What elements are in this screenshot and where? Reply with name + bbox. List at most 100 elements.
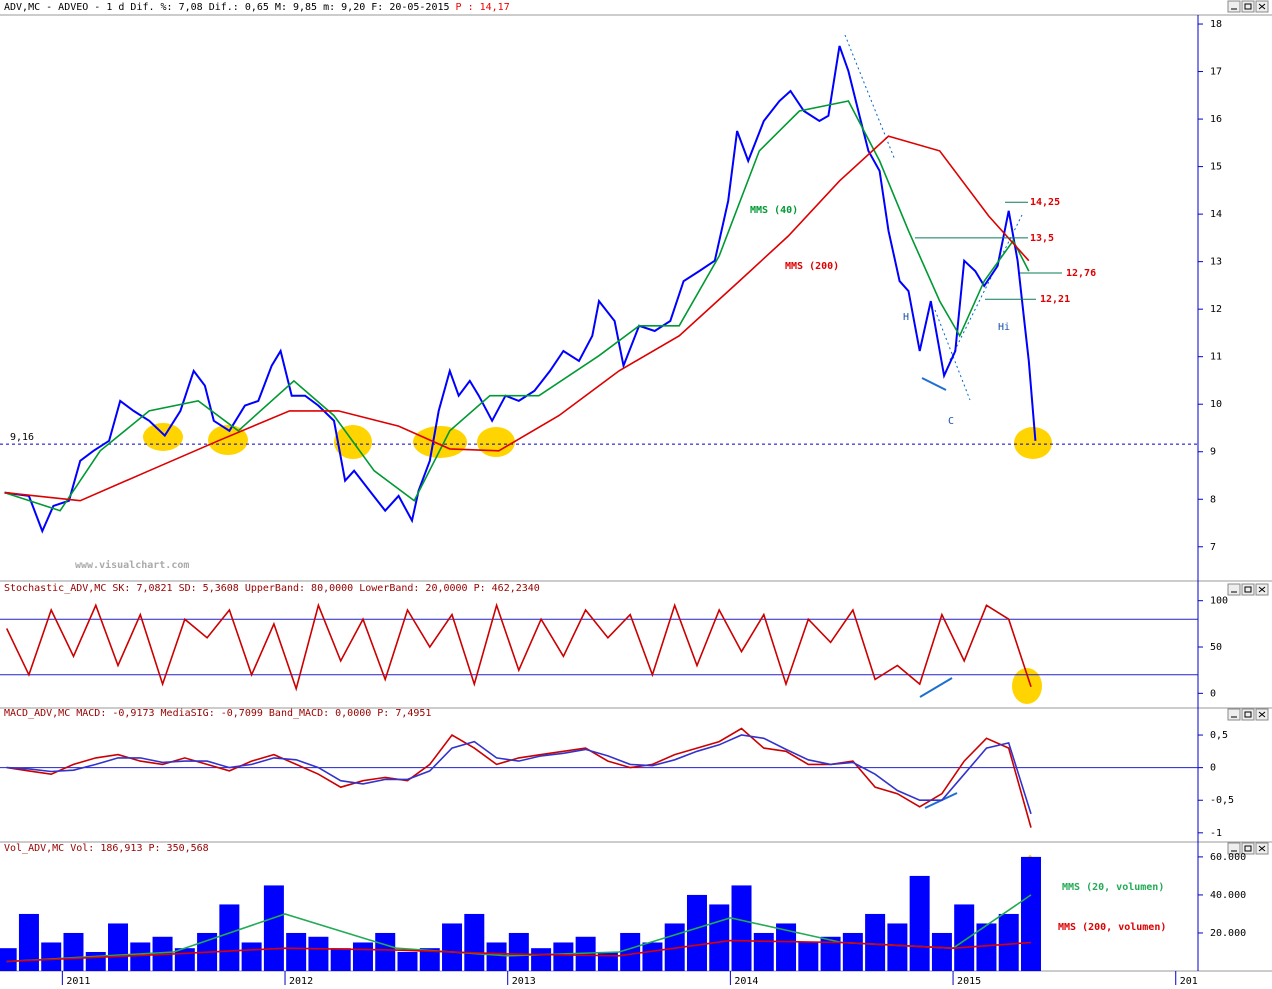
volume-bar bbox=[130, 942, 151, 971]
volume-bar bbox=[419, 948, 440, 971]
highlight bbox=[143, 423, 183, 451]
volume-bar bbox=[620, 932, 641, 971]
pattern-annotation: C bbox=[948, 416, 954, 427]
minimize-button[interactable] bbox=[1227, 842, 1241, 855]
panel-controls[interactable] bbox=[1227, 842, 1269, 855]
volume-bar bbox=[553, 942, 574, 971]
series-line bbox=[6, 939, 1032, 963]
maximize-button[interactable] bbox=[1241, 842, 1255, 855]
series-line bbox=[6, 727, 1032, 828]
volume-bar bbox=[998, 913, 1019, 971]
chart-title: ADV,MC - ADVEO - 1 d Dif. %: 7,08 Dif.: … bbox=[4, 2, 450, 13]
maximize-button[interactable] bbox=[1241, 0, 1255, 13]
y-tick-label: 20.000 bbox=[1210, 928, 1246, 939]
volume-bar bbox=[976, 923, 997, 971]
series-line bbox=[4, 45, 1037, 534]
panel-controls[interactable] bbox=[1227, 583, 1269, 596]
y-tick-label: 11 bbox=[1210, 352, 1222, 363]
volume-bar bbox=[597, 951, 618, 971]
x-tick-label: 2013 bbox=[512, 976, 536, 987]
icon bbox=[1258, 3, 1266, 10]
minimize-button[interactable] bbox=[1227, 583, 1241, 596]
icon bbox=[1258, 845, 1266, 852]
x-tick-label: 2014 bbox=[734, 976, 758, 987]
y-tick-label: -1 bbox=[1210, 828, 1222, 839]
y-tick-label: -0,5 bbox=[1210, 795, 1234, 806]
volume-bar bbox=[931, 932, 952, 971]
volume-bar bbox=[909, 875, 930, 971]
volume-bar bbox=[642, 942, 663, 971]
reference-label: 9,16 bbox=[10, 432, 34, 443]
y-tick-label: 17 bbox=[1210, 67, 1222, 78]
y-tick-label: 18 bbox=[1210, 19, 1222, 30]
y-tick-label: 16 bbox=[1210, 114, 1222, 125]
x-tick-label: 2011 bbox=[66, 976, 90, 987]
y-tick-label: 100 bbox=[1210, 596, 1228, 607]
volume-bar bbox=[709, 904, 730, 971]
volume-bar bbox=[865, 913, 886, 971]
minimize-button[interactable] bbox=[1227, 0, 1241, 13]
volume-bar bbox=[330, 948, 351, 971]
y-tick-label: 50 bbox=[1210, 642, 1222, 653]
volume-bar bbox=[308, 936, 329, 971]
panel-controls[interactable] bbox=[1227, 0, 1269, 13]
series-line bbox=[4, 135, 1030, 502]
y-tick-label: 60.000 bbox=[1210, 852, 1246, 863]
maximize-button[interactable] bbox=[1241, 708, 1255, 721]
indicator-header: Stochastic_ADV,MC SK: 7,0821 SD: 5,3608 … bbox=[4, 583, 540, 594]
volume-bar bbox=[397, 951, 418, 971]
level-label: 14,25 bbox=[1030, 197, 1060, 208]
trendline bbox=[921, 377, 947, 391]
icon bbox=[1244, 711, 1252, 718]
volume-bar bbox=[286, 932, 307, 971]
volume-bar bbox=[263, 885, 284, 971]
volume-bar bbox=[375, 932, 396, 971]
volume-bar bbox=[664, 923, 685, 971]
volume-bar bbox=[686, 894, 707, 971]
volume-bar bbox=[442, 923, 463, 971]
minimize-button[interactable] bbox=[1227, 708, 1241, 721]
level-label: 12,76 bbox=[1066, 268, 1096, 279]
highlight bbox=[477, 427, 515, 457]
volume-bar bbox=[0, 948, 17, 971]
volume-bar bbox=[731, 885, 752, 971]
y-tick-label: 40.000 bbox=[1210, 890, 1246, 901]
dotted-trendline bbox=[949, 214, 1023, 361]
chart-title-price: P : 14,17 bbox=[456, 2, 510, 13]
icon bbox=[1244, 586, 1252, 593]
volume-bar bbox=[531, 948, 552, 971]
dotted-trendline bbox=[934, 309, 971, 401]
panel-controls[interactable] bbox=[1227, 708, 1269, 721]
x-tick-label: 201 bbox=[1180, 976, 1198, 987]
y-tick-label: 14 bbox=[1210, 209, 1222, 220]
volume-bar bbox=[63, 932, 84, 971]
level-label: 12,21 bbox=[1040, 294, 1070, 305]
icon bbox=[1244, 3, 1252, 10]
highlight bbox=[413, 426, 467, 458]
y-tick-label: 0,5 bbox=[1210, 730, 1228, 741]
volume-bar bbox=[887, 923, 908, 971]
pattern-annotation: H bbox=[903, 312, 909, 323]
volume-bar bbox=[352, 942, 373, 971]
y-tick-label: 12 bbox=[1210, 304, 1222, 315]
y-tick-label: 10 bbox=[1210, 399, 1222, 410]
series-line bbox=[6, 734, 1032, 815]
window-buttons bbox=[1227, 0, 1269, 855]
highlight bbox=[1014, 427, 1052, 459]
volume-bar bbox=[41, 942, 62, 971]
volume-bar bbox=[85, 951, 106, 971]
series-label: MMS (20, volumen) bbox=[1062, 882, 1164, 893]
highlight bbox=[1012, 668, 1042, 704]
maximize-button[interactable] bbox=[1241, 583, 1255, 596]
volume-bar bbox=[753, 932, 774, 971]
x-tick-label: 2015 bbox=[957, 976, 981, 987]
series-label: MMS (200) bbox=[785, 261, 839, 272]
y-tick-label: 8 bbox=[1210, 494, 1216, 505]
volume-bar bbox=[174, 948, 195, 971]
series-label: MMS (200, volumen) bbox=[1058, 922, 1166, 933]
y-tick-label: 13 bbox=[1210, 257, 1222, 268]
volume-bar bbox=[486, 942, 507, 971]
level-label: 13,5 bbox=[1030, 233, 1054, 244]
